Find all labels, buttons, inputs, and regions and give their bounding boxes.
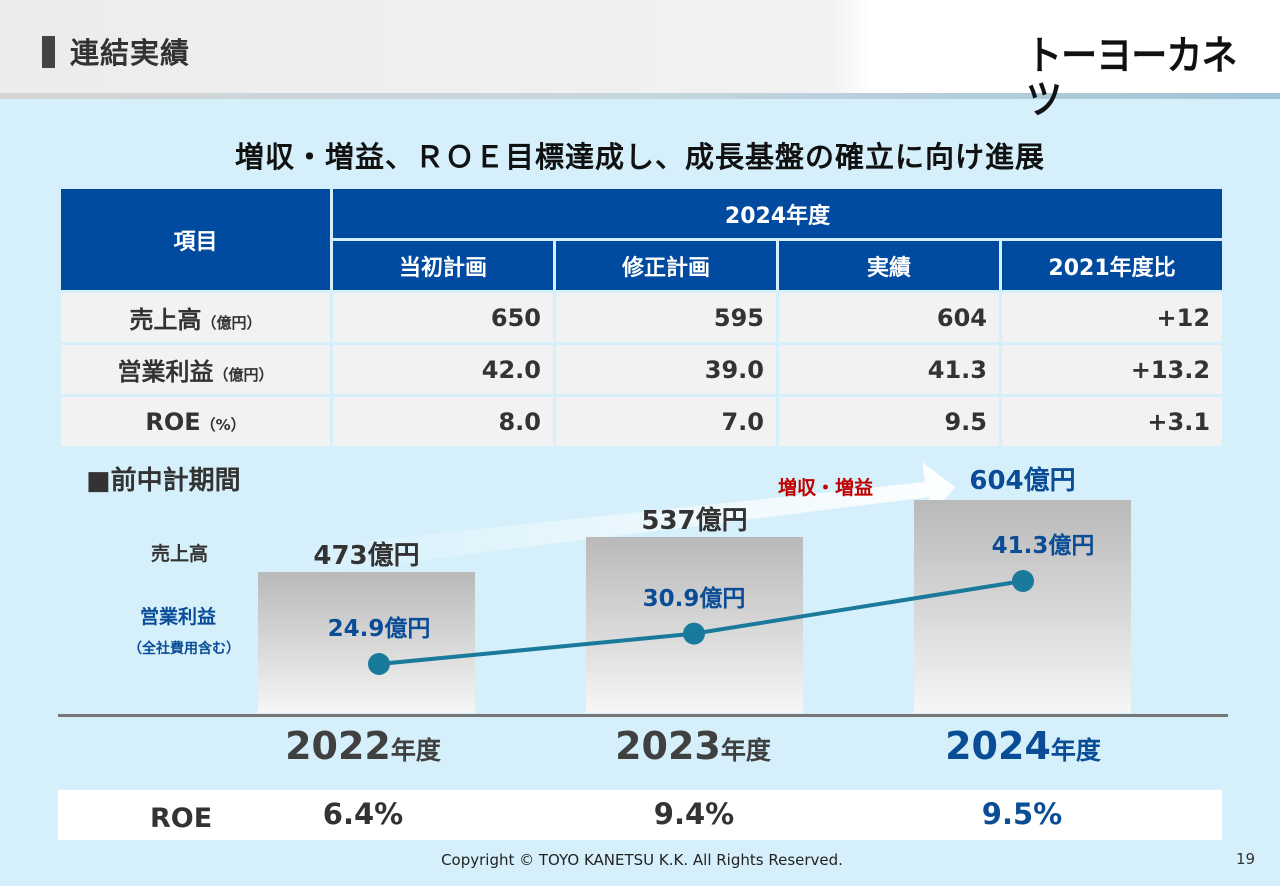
op-value-2023: 30.9億円 <box>642 585 746 612</box>
table-cell: 8.0 <box>330 394 556 449</box>
row-label: ROE（%） <box>58 394 333 449</box>
company-logo: トーヨーカネツ <box>1026 33 1237 123</box>
headline: 増収・増益、ＲＯＥ目標達成し、成長基盤の確立に向け進展 <box>234 140 1045 174</box>
op-value-2022: 24.9億円 <box>327 616 431 642</box>
roe-row <box>58 790 1222 840</box>
year-suffix: 年度 <box>390 736 441 765</box>
op-profit-sublabel: （全社費用含む） <box>128 641 240 657</box>
page-number: 19 <box>1236 850 1256 868</box>
header-band <box>0 0 1280 93</box>
row-label: 営業利益（億円） <box>58 342 333 397</box>
row-label-text: 営業利益 <box>117 358 214 386</box>
row-unit: （億円） <box>201 314 262 332</box>
table-cell: 39.0 <box>553 342 779 397</box>
table-row: ROE（%） 8.0 7.0 9.5 +3.1 <box>58 394 1226 449</box>
chart-baseline <box>58 714 1228 717</box>
year-suffix: 年度 <box>720 736 771 765</box>
results-table: 項目 2024年度 当初計画 修正計画 実績 2021年度比 売上高（億円） 6… <box>58 186 1226 449</box>
op-value-2024: 41.3億円 <box>991 533 1095 559</box>
sales-value-2023: 537億円 <box>641 505 748 536</box>
year-number: 2022 <box>285 724 391 768</box>
op-profit-label: 営業利益 <box>140 606 217 628</box>
growth-arrow-shape <box>300 462 955 575</box>
year-suffix: 年度 <box>1050 736 1101 765</box>
section-label: ■前中計期間 <box>86 466 241 496</box>
table-row: 営業利益（億円） 42.0 39.0 41.3 +13.2 <box>58 342 1226 397</box>
col-initial-plan: 当初計画 <box>330 238 556 293</box>
sales-value-2024: 604億円 <box>969 466 1076 496</box>
year-number: 2023 <box>615 724 721 768</box>
col-vs-2021: 2021年度比 <box>998 238 1226 293</box>
roe-value-2024: 9.5% <box>981 797 1063 831</box>
table-cell: +3.1 <box>998 394 1226 449</box>
roe-value-2022: 6.4% <box>322 797 404 831</box>
table-cell: 7.0 <box>553 394 779 449</box>
col-revised-plan: 修正計画 <box>553 238 779 293</box>
item-header: 項目 <box>58 186 333 293</box>
sales-bar-2024 <box>914 500 1131 713</box>
sales-value-2022: 473億円 <box>313 541 420 571</box>
table-cell: 9.5 <box>776 394 1002 449</box>
growth-text: 増収・増益 <box>778 477 874 499</box>
sales-axis-label: 売上高 <box>151 543 209 565</box>
table-cell: 650 <box>330 290 556 345</box>
year-label-2024: 2024年度 <box>858 724 1188 768</box>
row-label-text: ROE <box>145 407 201 436</box>
year-label-2022: 2022年度 <box>198 724 528 768</box>
header-rule <box>0 93 1280 99</box>
table-cell: +12 <box>998 290 1226 345</box>
page-title: 連結実績 <box>70 36 191 70</box>
year-number: 2024 <box>945 724 1051 768</box>
title-marker <box>42 36 55 68</box>
row-unit: （億円） <box>213 366 274 384</box>
col-actual: 実績 <box>776 238 1002 293</box>
row-unit: （%） <box>200 415 246 434</box>
op-profit-marker <box>683 622 705 645</box>
year-label-2023: 2023年度 <box>528 724 858 768</box>
sales-bar-2022 <box>258 572 475 713</box>
table-cell: 604 <box>776 290 1002 345</box>
period-header: 2024年度 <box>329 186 1226 241</box>
row-label-text: 売上高 <box>129 306 202 334</box>
copyright: Copyright © TOYO KANETSU K.K. All Rights… <box>441 851 843 869</box>
roe-value-2023: 9.4% <box>653 797 735 831</box>
row-label: 売上高（億円） <box>58 290 333 345</box>
table-row: 売上高（億円） 650 595 604 +12 <box>58 290 1226 345</box>
op-profit-marker <box>368 653 390 675</box>
table-cell: 41.3 <box>776 342 1002 397</box>
roe-label: ROE <box>150 803 213 834</box>
op-profit-marker <box>1012 570 1034 592</box>
table-cell: 595 <box>553 290 779 345</box>
table-cell: +13.2 <box>998 342 1226 397</box>
table-cell: 42.0 <box>330 342 556 397</box>
